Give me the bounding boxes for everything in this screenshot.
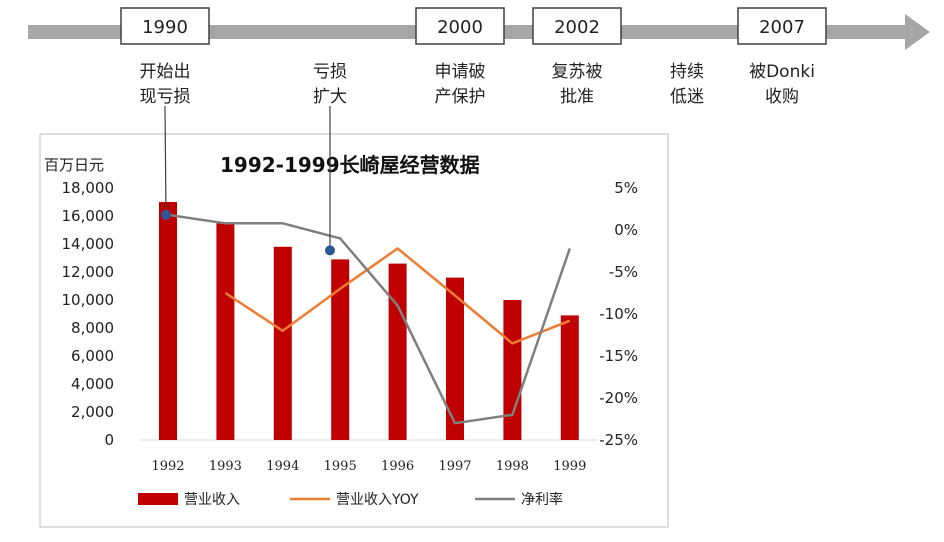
bar <box>273 246 292 440</box>
y2-tick-label: -5% <box>609 263 638 281</box>
bar <box>388 263 407 440</box>
year-box <box>532 7 622 45</box>
year-label: 2002 <box>554 17 600 38</box>
legend-swatch <box>138 493 178 505</box>
timeline-event: 2007 被Donki 收购 <box>737 7 827 107</box>
event-note: 产保护 <box>435 87 486 107</box>
y-tick-label: 6,000 <box>71 347 114 365</box>
timeline-arrowhead <box>905 14 930 50</box>
x-tick-label: 1992 <box>151 459 184 474</box>
x-tick-label: 1996 <box>381 459 414 474</box>
y2-tick-label: 5% <box>614 179 638 197</box>
x-axis: 1992 1993 1994 1995 1996 1997 1998 1999 <box>151 459 586 474</box>
y-tick-label: 16,000 <box>62 207 115 225</box>
x-tick-label: 1998 <box>496 459 529 474</box>
event-note: 亏损 <box>313 62 347 82</box>
chart-title: 1992-1999长崎屋经营数据 <box>220 153 480 177</box>
callout-dot <box>325 245 335 256</box>
y2-tick-label: -25% <box>599 431 638 449</box>
series-line <box>167 213 571 425</box>
year-box <box>737 7 827 45</box>
year-label: 2007 <box>759 17 805 38</box>
y2-tick-label: 0% <box>614 221 638 239</box>
year-label: 2000 <box>437 17 483 38</box>
chart-panel: 1992-1999长崎屋经营数据 百万日元 18,000 16,000 14,000… <box>39 105 669 528</box>
legend: 营业收入 营业收入YOY 净利率 <box>138 491 563 508</box>
year-label: 1990 <box>142 17 188 38</box>
bar <box>446 277 464 440</box>
legend-label: 营业收入 <box>184 492 240 508</box>
y-tick-label: 10,000 <box>62 291 115 309</box>
y-axis-unit: 百万日元 <box>44 156 104 174</box>
x-tick-label: 1999 <box>553 459 586 474</box>
x-tick-label: 1993 <box>209 459 242 474</box>
year-box <box>120 7 210 45</box>
legend-item: 营业收入YOY <box>290 492 419 508</box>
y-tick-label: 2,000 <box>71 403 114 421</box>
event-note: 复苏被 <box>552 62 603 82</box>
legend-label: 营业收入YOY <box>336 492 419 508</box>
y-tick-label: 0 <box>104 431 114 449</box>
x-tick-label: 1994 <box>266 459 299 474</box>
x-tick-label: 1995 <box>324 459 357 474</box>
y2-tick-label: -10% <box>599 305 638 323</box>
y-axis-left: 18,000 16,000 14,000 12,000 10,000 8,000 6,000… <box>62 179 115 449</box>
line-series <box>167 213 571 425</box>
x-tick-label: 1997 <box>438 459 471 474</box>
bar <box>503 300 522 440</box>
y-tick-label: 14,000 <box>62 235 115 253</box>
callout-lines <box>161 105 335 256</box>
y-tick-label: 12,000 <box>62 263 115 281</box>
legend-item: 净利率 <box>475 491 563 508</box>
y2-tick-label: -20% <box>599 389 638 407</box>
bar <box>159 202 177 440</box>
event-note: 申请破 <box>435 62 486 82</box>
year-box <box>415 7 505 45</box>
event-note: 收购 <box>765 87 799 107</box>
bar <box>331 259 350 440</box>
event-note: 现亏损 <box>140 87 191 107</box>
event-note: 批准 <box>560 87 594 107</box>
y-tick-label: 18,000 <box>62 179 115 197</box>
callout-dot <box>161 209 171 220</box>
event-note: 开始出 <box>140 62 191 82</box>
y-axis-right: 5% 0% -5% -10% -15% -20% -25% <box>599 179 638 449</box>
bar <box>560 315 579 440</box>
event-note: 扩大 <box>313 87 347 107</box>
y2-tick-label: -15% <box>599 347 638 365</box>
event-note: 被Donki <box>749 62 815 82</box>
event-note: 持续 <box>670 62 704 82</box>
event-note: 低迷 <box>670 87 704 107</box>
bar <box>216 223 235 440</box>
legend-label: 净利率 <box>521 491 563 508</box>
y-tick-label: 4,000 <box>71 375 114 393</box>
legend-item: 营业收入 <box>138 492 240 508</box>
callout-line <box>164 105 167 215</box>
bar-series <box>159 202 579 440</box>
y-tick-label: 8,000 <box>71 319 114 337</box>
series-line <box>224 247 571 345</box>
